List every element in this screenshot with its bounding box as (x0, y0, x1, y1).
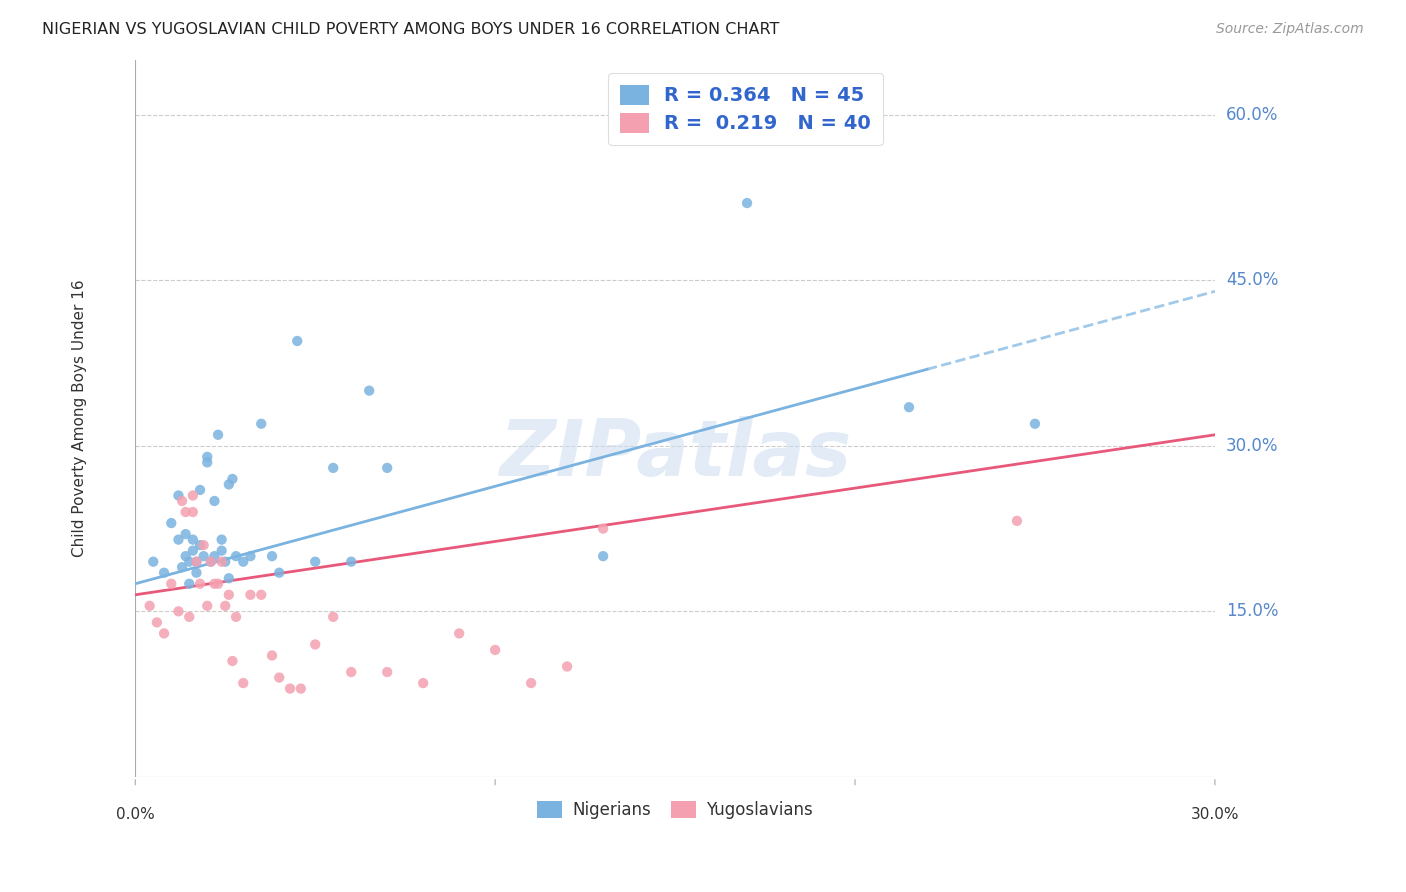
Point (174, 527, 197, 541)
Text: 15.0%: 15.0% (1226, 602, 1278, 620)
Point (211, 533, 233, 547)
Point (160, 516, 183, 530)
Point (179, 576, 201, 591)
Point (181, 488, 204, 502)
Text: 60.0%: 60.0% (1226, 106, 1278, 124)
Point (214, 599, 236, 613)
Point (193, 538, 215, 552)
Text: 30.0%: 30.0% (1226, 437, 1278, 455)
Point (359, 384, 381, 398)
Point (186, 555, 208, 569)
Point (146, 615, 169, 630)
Point (214, 555, 236, 569)
Point (170, 560, 193, 574)
Point (304, 637, 326, 651)
Point (181, 505, 204, 519)
Point (340, 555, 363, 569)
Point (1005, 514, 1028, 528)
Point (322, 461, 344, 475)
Point (225, 549, 247, 564)
Point (207, 427, 229, 442)
Point (735, 196, 758, 211)
Point (260, 648, 283, 663)
Point (340, 665, 363, 679)
Point (1024, 417, 1046, 431)
Point (520, 676, 543, 690)
Point (898, 401, 921, 415)
Point (250, 417, 273, 431)
Text: 30.0%: 30.0% (1191, 807, 1239, 822)
Point (204, 576, 226, 591)
Point (211, 555, 233, 569)
Point (239, 549, 262, 564)
Point (167, 488, 190, 502)
Point (304, 555, 326, 569)
Text: NIGERIAN VS YUGOSLAVIAN CHILD POVERTY AMONG BOYS UNDER 16 CORRELATION CHART: NIGERIAN VS YUGOSLAVIAN CHILD POVERTY AM… (42, 22, 779, 37)
Point (592, 522, 614, 536)
Point (250, 588, 273, 602)
Point (170, 494, 193, 508)
Point (322, 610, 344, 624)
Point (204, 549, 226, 564)
Point (412, 676, 434, 690)
Point (278, 681, 301, 696)
Point (188, 576, 211, 591)
Point (186, 555, 208, 569)
Point (269, 671, 291, 685)
Point (221, 654, 243, 668)
Point (188, 538, 211, 552)
Point (138, 599, 160, 613)
Point (179, 610, 201, 624)
Point (232, 555, 254, 569)
Point (260, 549, 283, 564)
Point (160, 576, 183, 591)
Point (167, 533, 190, 547)
Point (193, 549, 215, 564)
Point (207, 576, 229, 591)
Point (200, 555, 222, 569)
Point (218, 571, 240, 585)
Text: 0.0%: 0.0% (115, 807, 155, 822)
Point (188, 483, 211, 497)
Point (200, 555, 222, 569)
Text: Source: ZipAtlas.com: Source: ZipAtlas.com (1216, 22, 1364, 37)
Point (174, 505, 197, 519)
Point (179, 555, 201, 569)
Point (195, 450, 218, 464)
Point (375, 665, 398, 679)
Point (269, 566, 291, 580)
Point (218, 588, 240, 602)
Point (153, 566, 176, 580)
Point (195, 599, 218, 613)
Point (153, 626, 176, 640)
Point (449, 626, 471, 640)
Text: ZIPatlas: ZIPatlas (499, 416, 851, 492)
Point (375, 461, 398, 475)
Point (484, 643, 506, 657)
Text: Child Poverty Among Boys Under 16: Child Poverty Among Boys Under 16 (72, 279, 87, 557)
Point (290, 681, 312, 696)
Legend: Nigerians, Yugoslavians: Nigerians, Yugoslavians (530, 795, 820, 826)
Point (218, 477, 240, 491)
Point (195, 455, 218, 469)
Point (142, 555, 165, 569)
Point (221, 472, 243, 486)
Point (225, 610, 247, 624)
Point (167, 604, 190, 618)
Text: 45.0%: 45.0% (1226, 271, 1278, 289)
Point (186, 566, 208, 580)
Point (555, 659, 578, 673)
Point (204, 494, 226, 508)
Point (211, 543, 233, 558)
Point (181, 543, 204, 558)
Point (232, 676, 254, 690)
Point (174, 549, 197, 564)
Point (592, 549, 614, 564)
Point (239, 588, 262, 602)
Point (285, 334, 308, 348)
Point (181, 533, 204, 547)
